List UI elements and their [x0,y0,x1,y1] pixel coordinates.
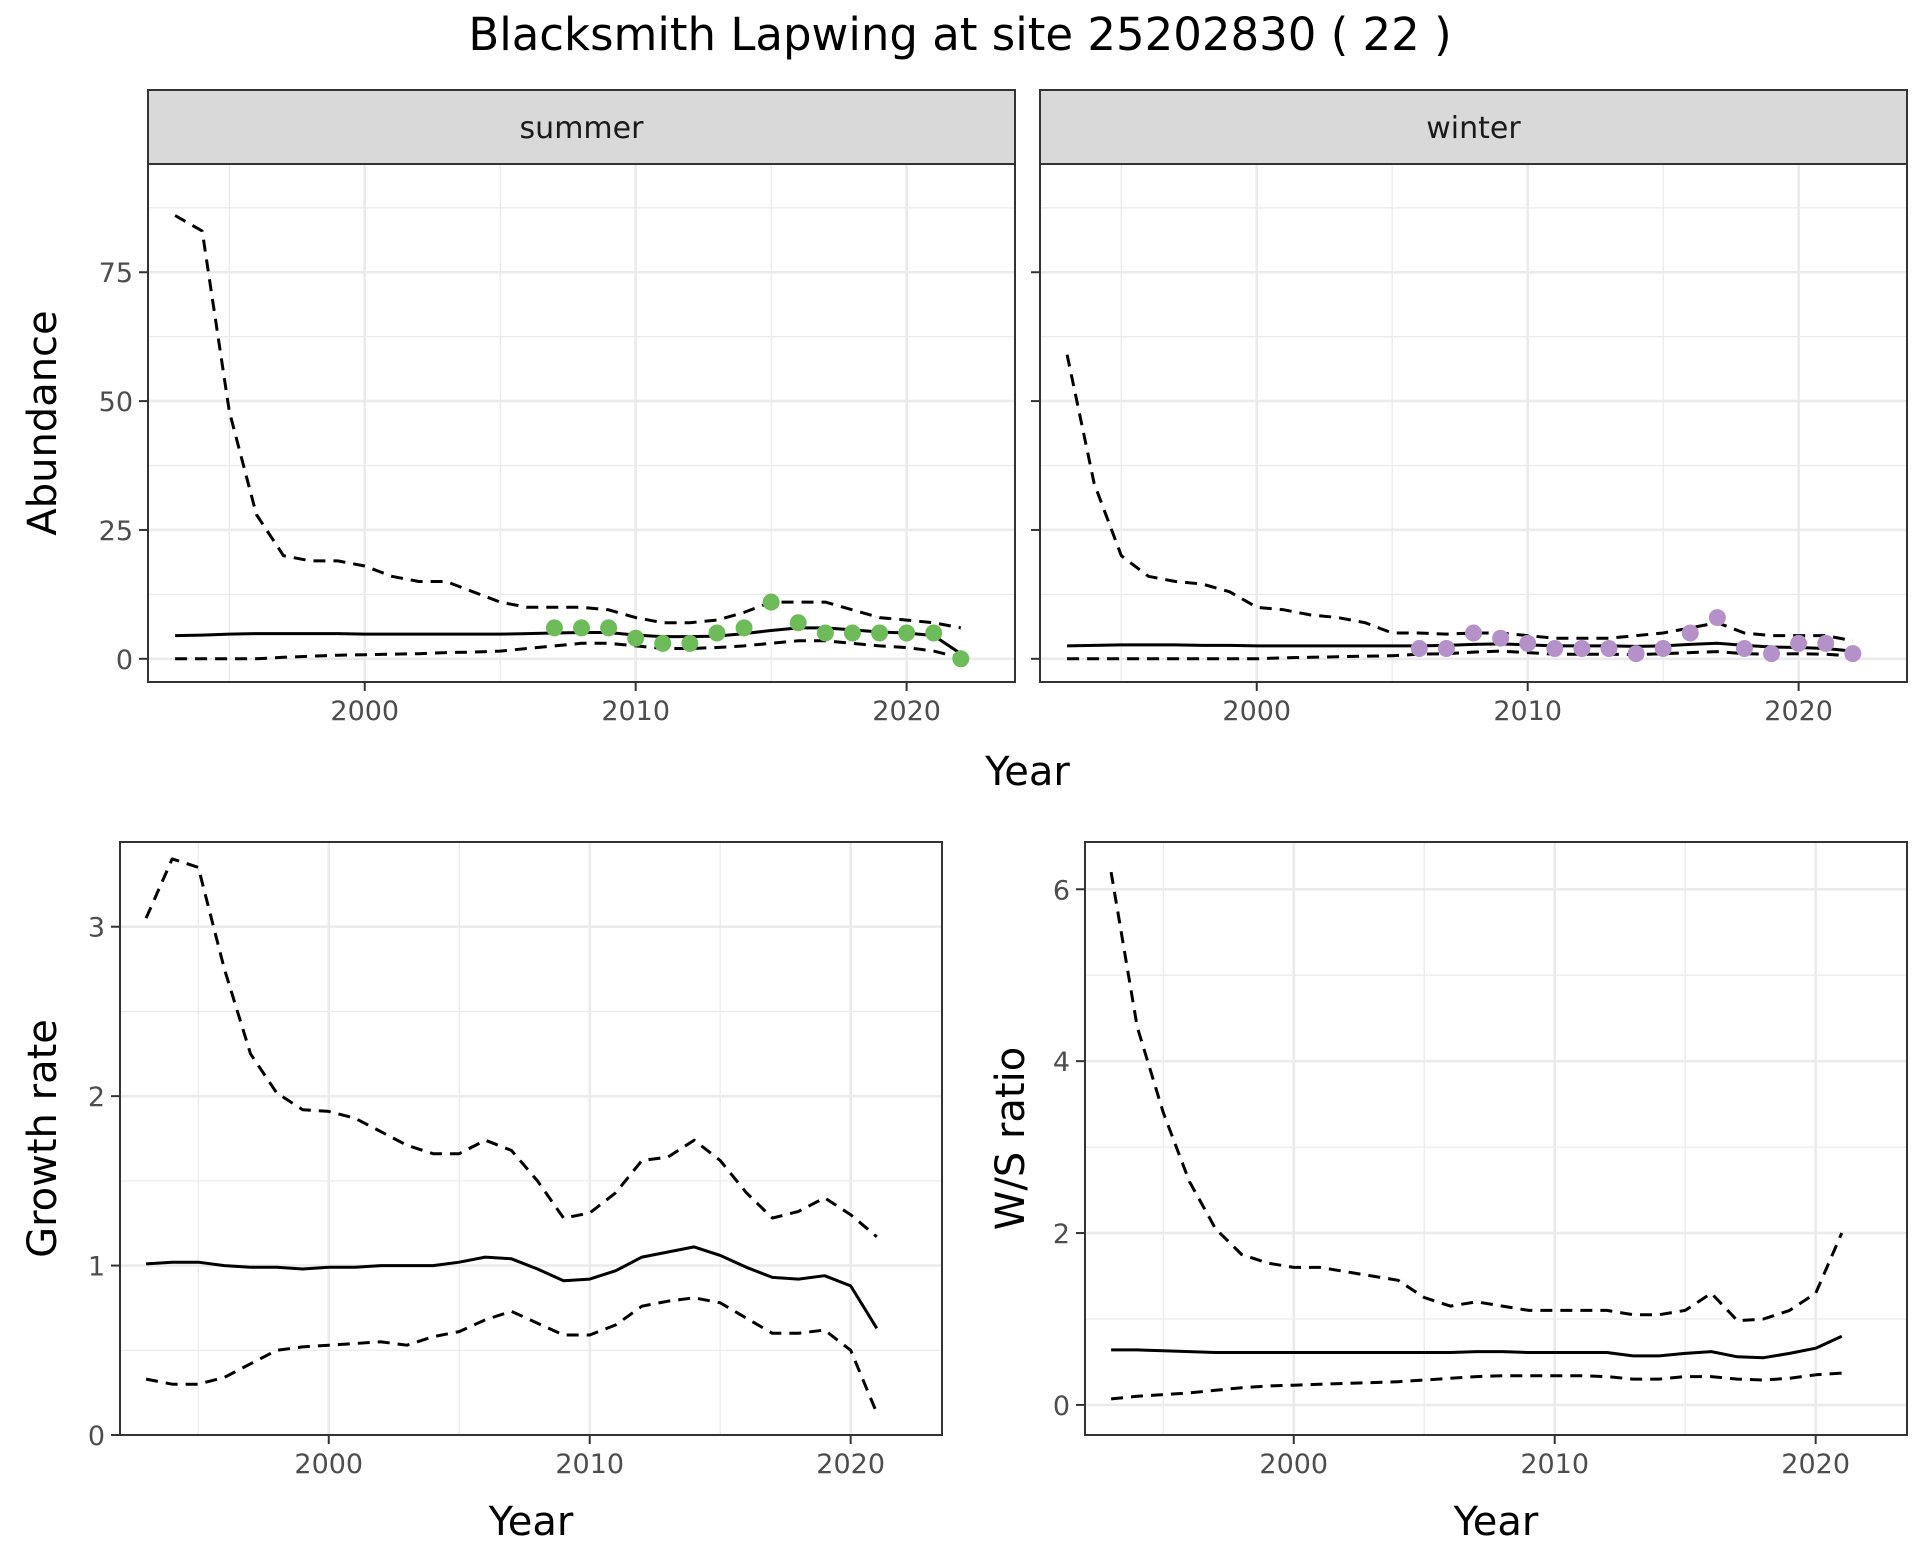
series-line-upper [1109,871,1844,1323]
data-point [1844,645,1862,663]
x-axis-title: Year [984,749,1070,795]
data-point [843,624,861,642]
x-tick-label: 2010 [555,1449,624,1480]
x-tick-label: 2010 [1520,1449,1589,1480]
panel-2: 2000 2010 2020 0 1 2 3 Year Growth rate [20,841,943,1545]
data-point [573,619,590,637]
data-point [1492,629,1510,647]
x-axis-title: Year [488,1499,574,1545]
x-tick-label: 2000 [330,696,399,727]
x-tick-label: 2010 [601,696,670,727]
y-tick-label: 50 [99,387,133,418]
y-tick-label: 2 [1053,1219,1070,1250]
y-tick-label: 0 [1053,1391,1070,1422]
x-tick-label: 2010 [1493,696,1562,727]
y-tick-label: 0 [88,1421,105,1452]
data-point [816,624,834,642]
series-line-upper [144,857,878,1238]
series-line-upper [174,214,962,630]
y-tick-label: 6 [1053,875,1070,906]
x-tick-label: 2000 [1222,696,1291,727]
data-point [1627,645,1645,663]
panel-0: 2000 2010 2020 0 25 50 75 summer Abundance [20,89,1016,727]
x-axis-title: Year [1453,1499,1539,1545]
data-point [1519,634,1537,652]
x-tick-label: 2020 [816,1449,885,1480]
facet-strip [1039,89,1908,165]
chart-title: Blacksmith Lapwing at site 25202830 ( 22… [468,8,1451,61]
data-point [1708,609,1726,627]
data-point [1465,624,1482,642]
data-point [1573,639,1591,657]
data-point [871,624,889,642]
data-point [762,593,780,611]
data-point [1817,634,1835,652]
y-axis-title: W/S ratio [988,1047,1034,1230]
data-point [925,624,943,642]
data-point [1654,639,1672,657]
y-tick-label: 25 [99,516,133,547]
panel-1: 2000 2010 2020 winter [1031,89,1908,727]
x-tick-label: 2000 [1259,1449,1328,1480]
data-point [898,624,916,642]
data-point [1681,624,1699,642]
data-point [1790,634,1808,652]
data-point [1410,639,1428,657]
facet-strip [147,89,1016,165]
data-point [545,619,563,637]
data-point [1600,639,1618,657]
data-point [1437,639,1455,657]
data-point [1735,639,1753,657]
y-tick-label: 2 [88,1082,105,1113]
data-point [735,619,753,637]
data-point [681,634,699,652]
y-axis-title: Growth rate [20,1019,66,1258]
x-tick-label: 2020 [1781,1449,1850,1480]
data-point [952,650,970,668]
x-tick-label: 2000 [294,1449,363,1480]
series-line-lower [145,1296,879,1414]
panel-background [120,842,942,1435]
x-tick-label: 2020 [872,696,941,727]
panel-background [1040,164,1907,682]
facet-strip-label: summer [520,111,645,146]
panel-border [119,841,943,1436]
data-point [600,619,618,637]
panel-background [1085,842,1907,1435]
series-line-lower [1067,649,1853,661]
x-tick-label: 2020 [1764,696,1833,727]
data-point [1546,639,1564,657]
series-line-mean [1067,641,1853,653]
y-tick-label: 3 [88,913,105,944]
panel-3: 2000 2010 2020 0 2 4 6 Year W/S ratio [988,841,1908,1545]
y-tick-label: 1 [88,1252,105,1283]
data-point [789,614,807,632]
panel-background [148,164,1015,682]
panel-border [1084,841,1908,1436]
facet-strip-label: winter [1426,111,1521,146]
y-axis-title: Abundance [20,310,66,535]
series-line-mean [1111,1334,1843,1360]
y-tick-label: 75 [99,258,133,289]
y-tick-label: 0 [116,645,133,676]
data-point [654,634,672,652]
series-line-mean [146,1245,879,1330]
series-line-lower [1110,1371,1842,1401]
series-line-lower [175,639,962,661]
data-point [1763,645,1781,663]
data-point [627,629,645,647]
data-point [708,624,726,642]
y-tick-label: 4 [1053,1047,1070,1078]
